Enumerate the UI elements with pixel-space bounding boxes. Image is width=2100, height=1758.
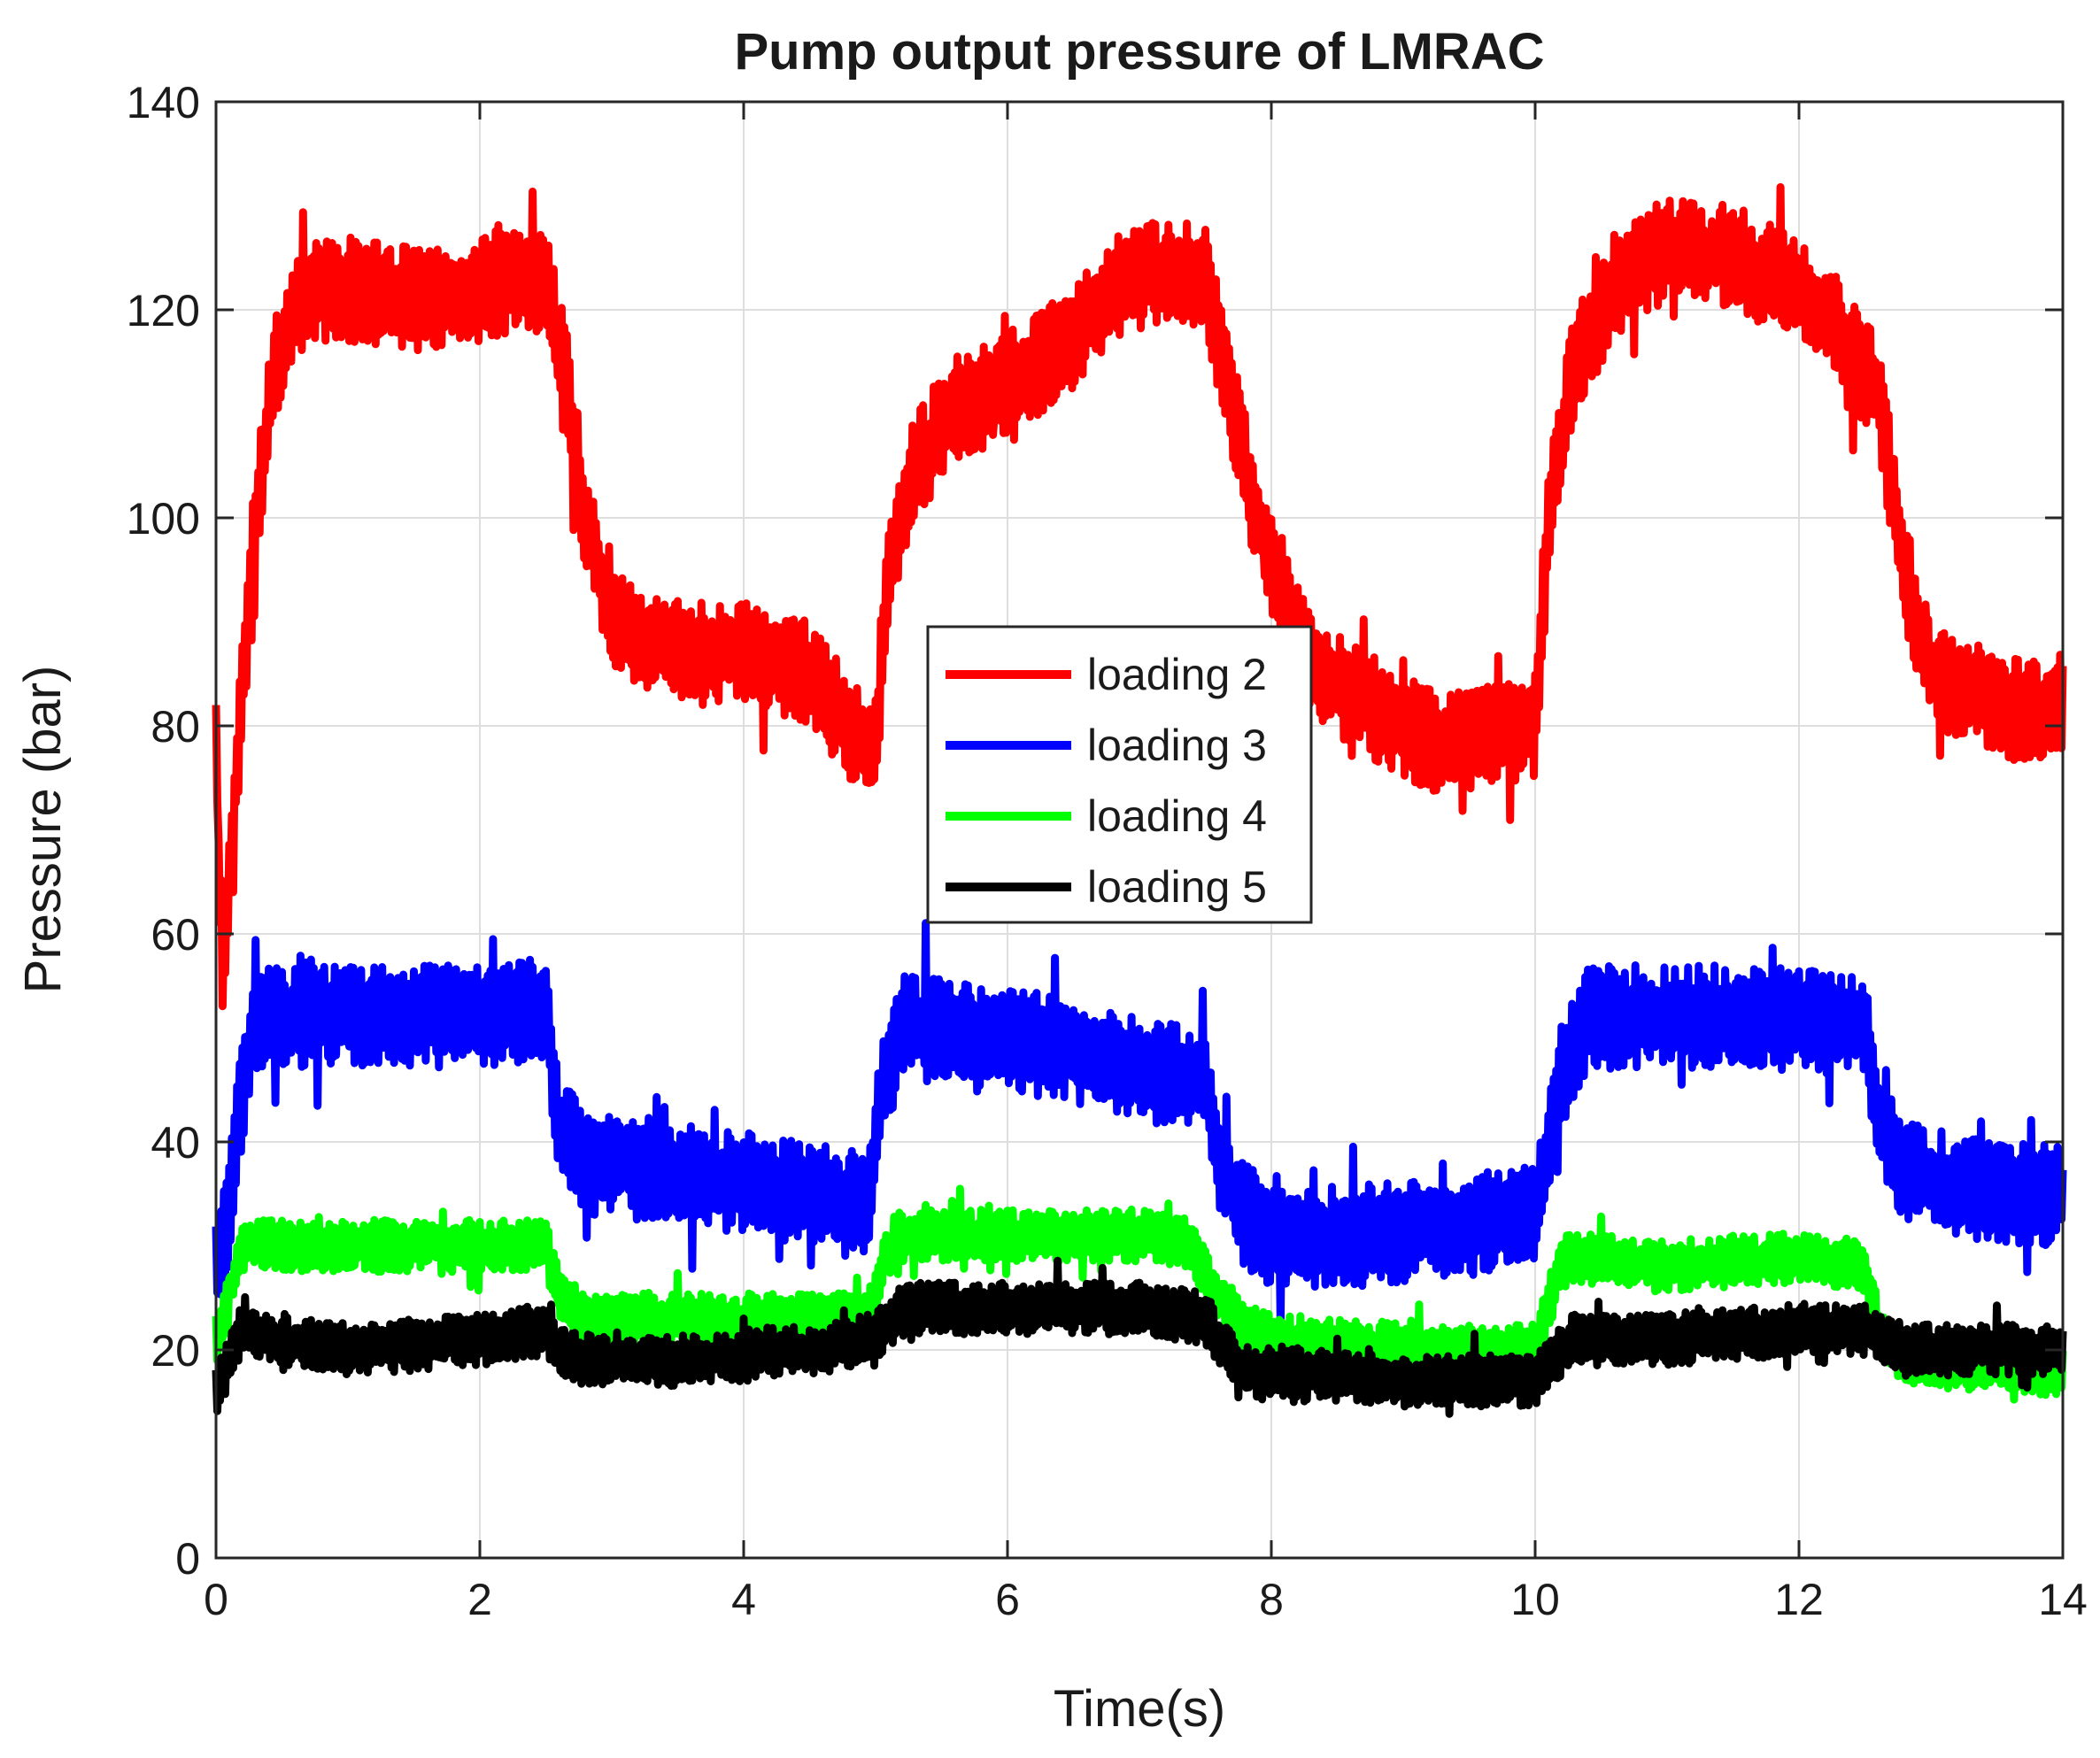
series-line-loading-3 — [212, 919, 2067, 1329]
legend-label: loading 5 — [1087, 862, 1267, 912]
x-tick-label: 12 — [1774, 1575, 1824, 1624]
series-line-loading-5 — [212, 1256, 2067, 1418]
legend-label: loading 3 — [1087, 721, 1267, 770]
y-axis-label: Pressure (bar) — [14, 666, 72, 994]
x-tick-label: 8 — [1259, 1575, 1284, 1624]
axes-box — [214, 100, 2065, 1560]
y-tick-label: 60 — [151, 910, 200, 960]
y-tick-label: 100 — [127, 494, 200, 544]
legend-label: loading 4 — [1087, 791, 1267, 841]
x-tick-label: 6 — [995, 1575, 1020, 1624]
y-tick-label: 120 — [127, 286, 200, 335]
y-tick-label: 40 — [151, 1118, 200, 1168]
x-tick-label: 10 — [1510, 1575, 1560, 1624]
y-tick-label: 80 — [151, 702, 200, 752]
x-tick-label: 4 — [731, 1575, 756, 1624]
x-tick-label: 2 — [467, 1575, 492, 1624]
series-layer — [212, 182, 2067, 1418]
chart-title: Pump output pressure of LMRAC — [734, 23, 1544, 81]
x-tick-label: 14 — [2038, 1575, 2088, 1624]
y-tick-label: 20 — [151, 1326, 200, 1376]
y-tick-label: 140 — [127, 78, 200, 127]
x-axis-label: Time(s) — [1054, 1680, 1225, 1738]
legend: loading 2 loading 3 loading 4 loading 5 — [926, 625, 1313, 924]
series-line-loading-4 — [212, 1184, 2067, 1404]
legend-label: loading 2 — [1087, 650, 1267, 699]
x-tick-label: 0 — [204, 1575, 228, 1624]
y-tick-label: 0 — [175, 1534, 200, 1584]
series-line-loading-2 — [212, 182, 2067, 1011]
